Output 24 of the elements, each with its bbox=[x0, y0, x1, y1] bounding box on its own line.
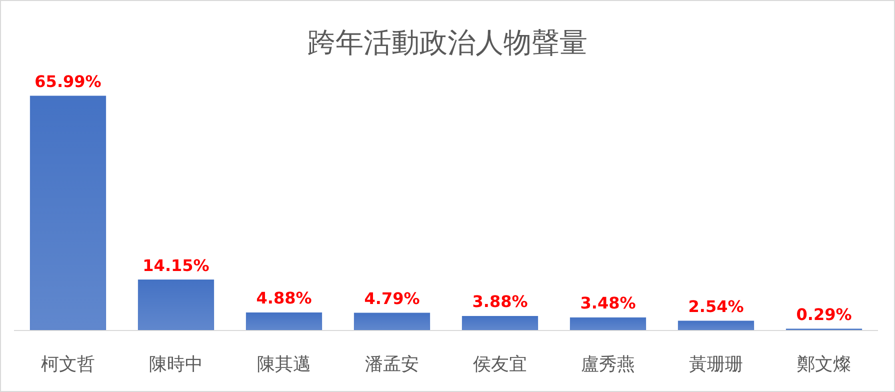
chart-title: 跨年活動政治人物聲量 bbox=[308, 26, 588, 59]
x-tick-label: 鄭文燦 bbox=[797, 354, 851, 375]
data-label: 14.15% bbox=[142, 256, 210, 275]
data-label: 2.54% bbox=[688, 296, 744, 316]
bar bbox=[138, 280, 214, 330]
x-tick-label: 侯友宜 bbox=[473, 354, 527, 375]
data-label: 3.48% bbox=[580, 294, 636, 313]
bar bbox=[570, 317, 646, 330]
data-label: 3.88% bbox=[472, 292, 528, 312]
x-tick-label: 潘孟安 bbox=[365, 354, 419, 375]
x-tick-label: 陳時中 bbox=[149, 354, 203, 375]
bar bbox=[678, 320, 754, 330]
data-label: 0.29% bbox=[796, 304, 852, 324]
bar bbox=[354, 312, 430, 330]
x-tick-label: 黃珊珊 bbox=[689, 354, 743, 375]
bar bbox=[30, 96, 106, 330]
data-label: 4.79% bbox=[364, 289, 420, 308]
x-tick-label: 柯文哲 bbox=[41, 354, 95, 375]
data-label: 65.99% bbox=[34, 72, 102, 91]
data-label: 4.88% bbox=[256, 288, 312, 308]
bar bbox=[246, 312, 322, 330]
x-tick-label: 盧秀燕 bbox=[581, 354, 635, 375]
bar bbox=[462, 316, 538, 330]
x-tick-label: 陳其邁 bbox=[257, 354, 311, 375]
